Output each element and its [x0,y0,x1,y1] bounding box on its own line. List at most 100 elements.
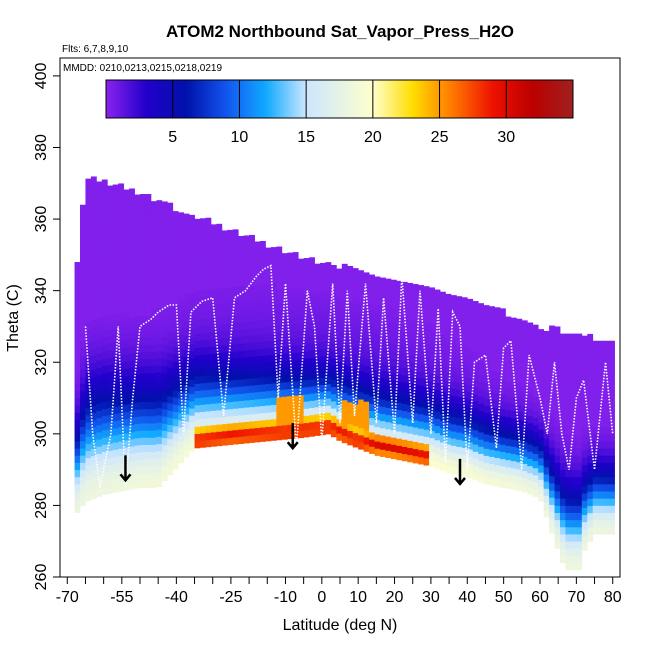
field-cell [276,289,283,298]
field-cell [325,348,332,356]
field-cell [450,330,457,339]
field-cell [494,371,501,380]
field-cell [505,316,512,325]
field-cell [123,253,130,262]
field-cell [183,428,190,436]
field-cell [254,406,261,414]
field-cell [570,519,577,528]
field-cell [227,416,234,424]
field-cell [178,226,185,235]
field-cell [200,361,206,369]
field-cell [200,404,206,412]
field-cell [576,548,583,556]
field-cell [598,347,605,356]
field-cell [270,340,277,348]
field-cell [74,340,81,349]
field-cell [74,462,81,471]
field-cell [549,397,555,405]
field-cell [565,562,572,571]
field-cell [134,201,141,210]
field-cell [287,431,294,440]
field-cell [150,279,157,288]
field-cell [543,338,550,346]
field-cell [374,297,381,306]
field-cell [260,255,266,263]
field-cell [347,265,354,274]
field-cell [112,213,119,221]
field-cell [549,432,555,441]
field-cell [358,270,365,278]
field-cell [107,285,114,294]
field-cell [161,208,168,217]
field-cell [527,322,534,331]
field-cell [129,274,135,282]
field-cell [276,375,283,383]
field-cell [434,296,441,305]
field-cell [456,353,463,362]
field-cell [216,288,223,296]
field-cell [178,384,185,392]
field-cell [270,368,277,377]
field-cell [510,417,517,426]
field-cell [156,300,163,308]
field-cell [543,459,550,468]
field-cell [134,409,141,417]
field-cell [221,273,228,281]
field-cell [150,415,157,424]
field-cell [172,411,179,420]
field-cell [352,332,359,341]
field-cell [396,359,403,368]
field-cell [85,493,92,502]
field-cell [123,432,130,441]
field-cell [140,279,146,288]
field-cell [472,379,479,388]
field-cell [581,528,588,537]
field-cell [483,462,490,471]
field-cell [260,312,266,321]
field-cell [543,445,550,454]
field-cell [118,340,125,349]
field-cell [205,432,212,441]
field-cell [401,439,408,447]
field-cell [303,372,310,381]
field-cell [74,405,81,413]
field-cell [407,418,414,427]
field-cell [598,526,605,535]
field-cell [90,491,97,500]
field-cell [85,357,92,366]
field-cell [374,312,381,320]
colorbar-tick-label: 25 [431,129,449,146]
field-cell [554,476,561,485]
field-cell [205,317,212,326]
field-cell [303,265,310,273]
field-cell [145,337,152,345]
field-cell [85,271,92,280]
field-cell [456,403,463,412]
field-cell [90,376,97,385]
field-cell [538,336,545,344]
field-cell [96,324,103,333]
field-cell [145,401,152,410]
field-cell [90,262,97,270]
field-cell [189,257,195,266]
field-cell [298,358,305,367]
field-cell [167,367,174,375]
field-cell [101,243,108,252]
field-cell [581,493,588,501]
field-cell [576,483,583,492]
field-cell [118,455,125,464]
field-cell [85,393,92,401]
field-cell [347,323,354,331]
field-cell [194,412,201,420]
field-cell [134,430,141,439]
field-cell [609,369,615,377]
field-cell [347,380,354,389]
field-cell [527,394,534,402]
field-cell [194,340,201,349]
field-cell [96,367,103,376]
field-cell [90,305,97,313]
field-cell [450,381,457,389]
field-cell [309,421,315,430]
field-cell [134,402,141,410]
field-cell [369,331,375,340]
